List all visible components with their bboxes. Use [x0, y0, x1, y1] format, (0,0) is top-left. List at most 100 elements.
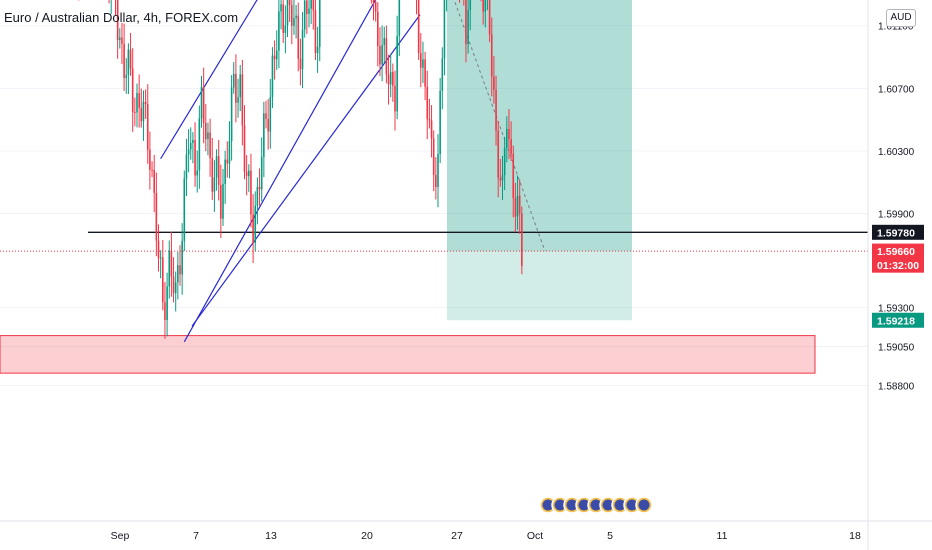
price-label-box	[872, 243, 924, 259]
candle	[121, 37, 123, 44]
candle	[256, 187, 259, 206]
candle	[185, 154, 188, 179]
candle	[149, 149, 151, 170]
target-zone	[447, 251, 632, 321]
candle	[297, 15, 300, 59]
price-tick-label: 1.59900	[878, 210, 915, 221]
candle	[432, 138, 435, 175]
demand-zone	[0, 335, 816, 374]
candle	[310, 0, 312, 9]
candle	[392, 71, 394, 86]
candle	[273, 55, 276, 60]
candle	[174, 282, 177, 294]
candle	[430, 120, 433, 139]
candle	[271, 55, 274, 98]
candle	[374, 2, 377, 12]
candle	[245, 171, 248, 177]
candle	[157, 240, 160, 259]
candle	[136, 93, 138, 113]
price-tick-label: 1.61100	[878, 22, 914, 33]
candle	[490, 34, 493, 77]
candle	[125, 74, 128, 79]
candle	[482, 0, 484, 12]
time-tick-label: 5	[607, 530, 613, 542]
candle	[385, 38, 388, 75]
candle	[301, 29, 304, 70]
candle	[192, 140, 194, 143]
calendar-event-icon	[566, 499, 578, 511]
price-label: 1.59660	[877, 246, 915, 258]
price-tick-label: 1.59300	[878, 303, 915, 314]
candle	[224, 159, 226, 184]
candle	[275, 50, 278, 60]
candle	[127, 49, 130, 75]
candle	[202, 86, 205, 123]
candle	[284, 25, 287, 33]
candle	[200, 86, 203, 119]
candle	[318, 0, 321, 47]
time-tick-label: 18	[849, 530, 861, 542]
price-label-box	[872, 257, 924, 273]
candle	[189, 142, 192, 150]
candle	[198, 118, 201, 171]
calendar-event-icon	[614, 499, 626, 511]
candle	[437, 154, 439, 187]
candle	[280, 4, 282, 12]
candle	[164, 302, 166, 321]
candle	[299, 58, 302, 70]
candle	[398, 0, 401, 37]
candle	[177, 265, 179, 283]
candle	[155, 192, 158, 241]
candle	[187, 149, 190, 155]
candle	[153, 169, 155, 193]
candle	[394, 85, 396, 112]
chart-title: Euro / Australian Dollar, 4h, FOREX.com	[4, 10, 239, 25]
price-tick-label: 1.60700	[878, 84, 915, 95]
calendar-event-icon	[590, 499, 602, 511]
candle	[232, 73, 235, 88]
candle	[252, 214, 254, 243]
currency-badge[interactable]: AUD	[886, 9, 916, 27]
price-label: 1.59218	[877, 315, 915, 327]
candle	[265, 113, 267, 119]
candle	[258, 187, 261, 190]
candle	[215, 156, 218, 178]
calendar-event-icon	[578, 499, 590, 511]
candle	[484, 0, 487, 12]
candle	[250, 170, 252, 215]
candle	[228, 141, 231, 164]
candle	[424, 59, 426, 87]
time-tick-label: 13	[265, 530, 277, 542]
candle	[314, 10, 317, 54]
candle	[237, 97, 239, 103]
time-tick-label: 11	[717, 530, 728, 542]
candle	[263, 113, 265, 157]
calendar-event-icon	[638, 499, 650, 511]
price-label: 01:32:00	[877, 260, 919, 272]
candle	[267, 118, 269, 132]
price-label: 1.59780	[877, 227, 915, 239]
candle	[428, 119, 431, 121]
candle	[282, 4, 284, 33]
candle	[316, 46, 319, 54]
candle	[518, 195, 521, 214]
candle	[241, 74, 244, 126]
candle	[269, 97, 272, 132]
candle	[260, 156, 263, 190]
candle	[508, 128, 510, 140]
candle	[134, 111, 136, 113]
candle	[493, 76, 495, 90]
candle	[213, 177, 216, 192]
time-tick-label: Sep	[111, 530, 130, 542]
calendar-event-icon	[542, 499, 554, 511]
candle	[230, 87, 233, 142]
candle	[151, 169, 153, 171]
candle	[196, 170, 198, 176]
candle	[162, 257, 164, 303]
candle	[129, 49, 132, 69]
candle	[254, 205, 257, 243]
candle	[503, 148, 506, 176]
candle	[166, 286, 168, 321]
